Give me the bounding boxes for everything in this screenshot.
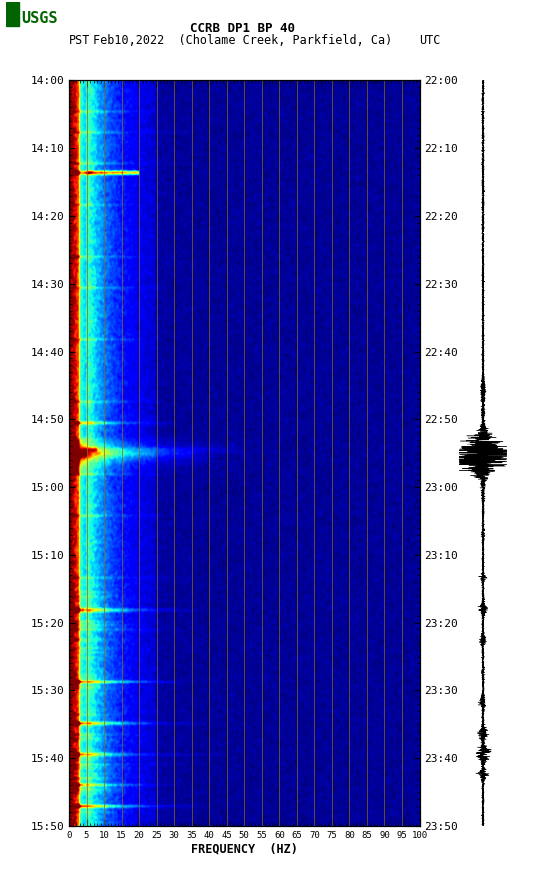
Text: USGS: USGS	[21, 12, 57, 26]
Text: UTC: UTC	[420, 34, 441, 47]
X-axis label: FREQUENCY  (HZ): FREQUENCY (HZ)	[191, 843, 298, 855]
Text: PST: PST	[69, 34, 91, 47]
Text: CCRB DP1 BP 40: CCRB DP1 BP 40	[190, 22, 295, 36]
Bar	[6, 2, 19, 26]
Text: Feb10,2022  (Cholame Creek, Parkfield, Ca): Feb10,2022 (Cholame Creek, Parkfield, Ca…	[93, 34, 392, 47]
